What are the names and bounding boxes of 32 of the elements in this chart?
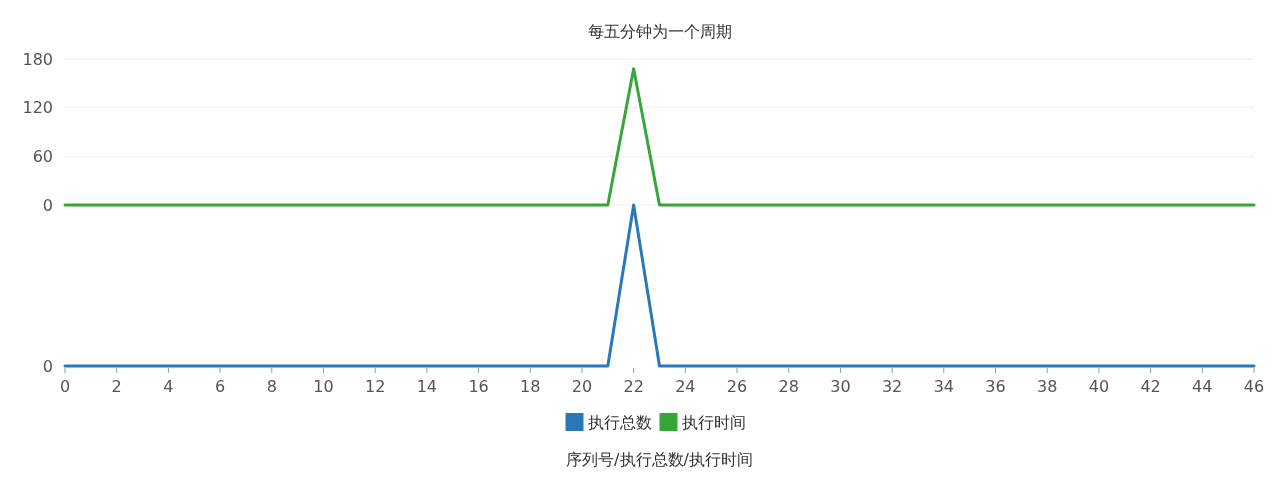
- x-tick-label: 2: [111, 377, 122, 396]
- chart-title: 每五分钟为一个周期: [587, 22, 732, 41]
- y-tick-label: 60: [32, 146, 53, 166]
- legend-label: 执行总数: [587, 412, 652, 432]
- x-tick-label: 20: [571, 377, 593, 396]
- x-tick-label: 42: [1140, 377, 1161, 396]
- x-tick-label: 14: [416, 377, 438, 396]
- x-tick-label: 36: [985, 377, 1006, 396]
- x-tick-label: 16: [468, 377, 489, 396]
- x-tick-label: 30: [830, 377, 851, 396]
- x-tick-label: 24: [675, 377, 696, 396]
- x-tick-label: 44: [1192, 377, 1213, 396]
- x-tick-label: 0: [59, 377, 71, 396]
- x-tick-label: 10: [313, 377, 334, 396]
- x-axis-title: 序列号/执行总数/执行时间: [566, 450, 753, 469]
- x-tick-label: 34: [933, 377, 955, 396]
- y-tick-label: 0: [42, 195, 53, 215]
- legend-label: 执行时间: [681, 412, 746, 432]
- x-tick-label: 40: [1088, 377, 1110, 396]
- x-tick-label: 46: [1243, 377, 1265, 396]
- x-tick-label: 4: [163, 377, 174, 396]
- x-tick-label: 32: [881, 377, 903, 396]
- x-tick-label: 18: [520, 377, 541, 396]
- x-tick-label: 6: [214, 377, 226, 396]
- y-tick-label: 120: [22, 98, 53, 118]
- x-tick-label: 12: [364, 377, 386, 396]
- x-tick-label: 26: [726, 377, 748, 396]
- x-tick-label: 38: [1037, 377, 1058, 396]
- y-tick-label: 180: [22, 49, 53, 69]
- x-tick-label: 22: [623, 377, 644, 396]
- x-tick-label: 28: [778, 377, 799, 396]
- x-tick-label: 8: [266, 377, 277, 396]
